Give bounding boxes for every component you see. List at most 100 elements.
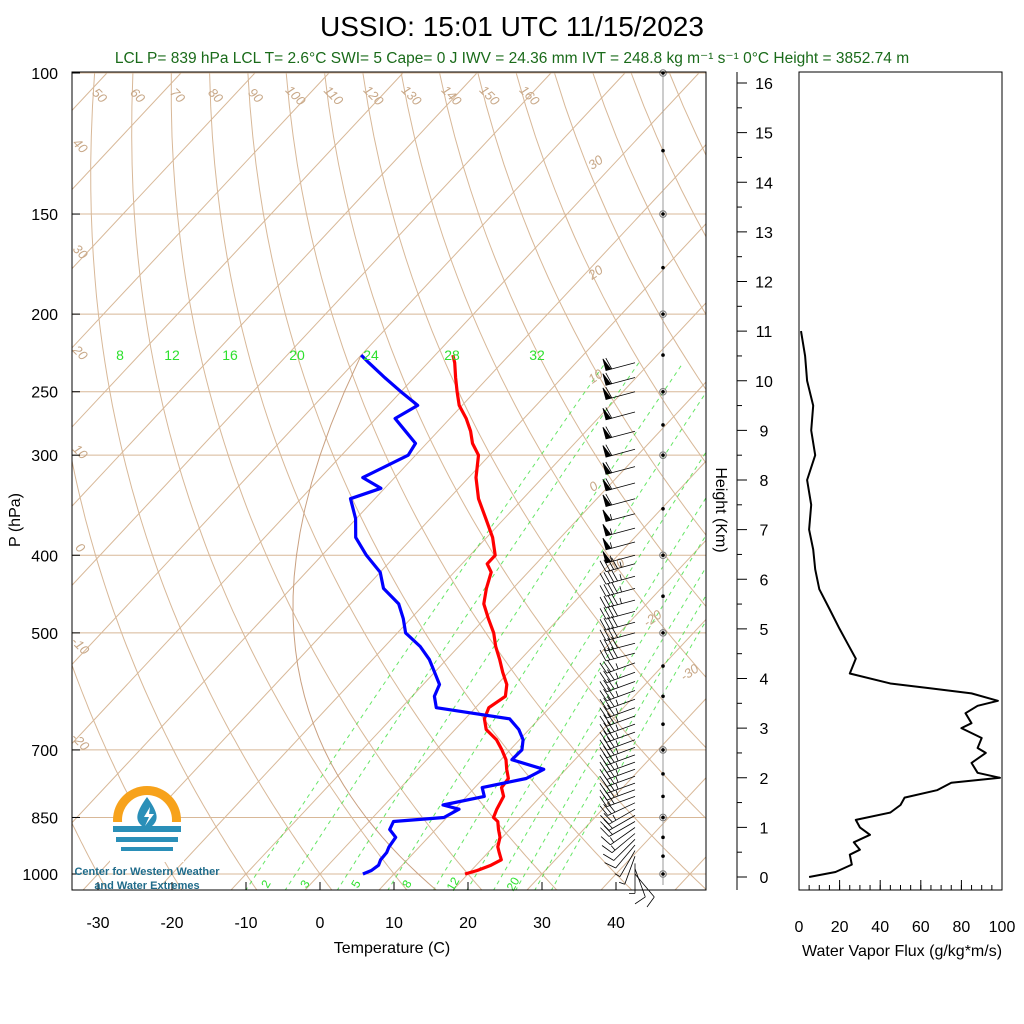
isotherm-line	[748, 73, 1024, 891]
calm-circle	[659, 629, 667, 637]
mixing-ratio-label: 5	[348, 877, 364, 890]
wind-barb	[602, 426, 636, 440]
dry-adiabat-line	[285, 72, 706, 890]
isotherm-label: 70	[167, 85, 188, 106]
wind-barb	[599, 646, 636, 662]
dry-adiabat-line	[477, 72, 706, 536]
wind-barb	[602, 509, 636, 522]
mixing-ratio-line	[493, 534, 706, 890]
wind-barb	[599, 744, 636, 759]
wind-barb	[599, 780, 636, 794]
height-tick-label: 4	[760, 672, 769, 689]
height-tick-label: 0	[760, 870, 769, 887]
isotherm-line	[0, 73, 33, 891]
wind-barb	[634, 868, 646, 905]
isotherm-label: 150	[477, 82, 503, 108]
x-tick-label: -30	[86, 915, 109, 932]
flux-profile	[800, 330, 1001, 878]
isotherm-label: 130	[399, 82, 425, 108]
wind-barb	[602, 478, 636, 492]
isotherm-line	[72, 72, 330, 349]
dry-adiabat-line	[708, 73, 1024, 891]
wind-barb	[599, 721, 636, 735]
wind-barb	[599, 793, 636, 807]
isotherm-line	[304, 460, 706, 890]
isotherm-line	[72, 72, 404, 428]
flux-x-tick-label: 40	[871, 919, 889, 936]
chart-subtitle: LCL P= 839 hPa LCL T= 2.6°C SWI= 5 Cape=…	[115, 50, 909, 67]
mixing-ratio-label: 24	[363, 347, 379, 363]
wind-barb	[602, 444, 636, 458]
isotherm-label: 10	[70, 441, 91, 462]
calm-circle	[659, 813, 667, 822]
isotherm-line	[600, 777, 706, 890]
mixing-ratio-line	[245, 362, 606, 890]
mixing-ratio-label: 2	[258, 877, 274, 890]
wind-level-dot	[661, 815, 665, 820]
wind-level-dot	[661, 722, 665, 726]
wind-level-dot	[661, 389, 665, 394]
temperature-profile-line	[451, 354, 510, 876]
dry-adiabat-line	[209, 72, 558, 890]
calm-circle	[659, 451, 667, 459]
height-tick-label: 16	[755, 76, 773, 93]
dry-adiabat-line	[131, 72, 408, 890]
calm-circle	[659, 870, 667, 878]
y-tick-label: 300	[31, 448, 58, 465]
isotherm-label: 60	[127, 85, 148, 106]
logo-line-2: and Water Extremes	[94, 880, 199, 892]
wind-level-dot	[661, 265, 665, 270]
wind-barb	[599, 696, 636, 710]
skew-label: 0	[586, 478, 601, 495]
wind-level-dot	[661, 872, 665, 876]
wind-level-dot	[661, 148, 665, 153]
y-tick-label: 1000	[22, 867, 58, 884]
flux-x-tick-label: 100	[989, 919, 1016, 936]
wind-level-dot	[661, 312, 665, 316]
y-tick-label: 400	[31, 548, 58, 565]
height-tick-label: 12	[755, 275, 773, 292]
dewpoint-profile-line	[348, 353, 546, 876]
dry-adiabat-line	[439, 72, 706, 608]
dry-adiabat-line	[72, 663, 183, 890]
wind-barb	[602, 493, 636, 507]
wind-level-dot	[661, 694, 665, 699]
mixing-ratio-label: 8	[399, 877, 415, 890]
wind-barb	[601, 833, 636, 854]
skew-label: -20	[640, 606, 665, 630]
y-tick-label: 250	[31, 385, 58, 402]
isotherm-label: 0	[72, 540, 88, 556]
mixing-ratio-line	[550, 619, 706, 890]
dry-adiabat-line	[823, 73, 1024, 891]
wind-barb	[599, 751, 636, 766]
wind-level-dot	[661, 506, 665, 511]
wind-barb	[602, 537, 636, 551]
wind-barb	[599, 636, 636, 652]
wind-barb	[600, 821, 636, 837]
mixing-ratio-label: 12	[164, 347, 180, 363]
wind-barb	[604, 844, 636, 869]
wind-level-dot	[661, 772, 665, 776]
wind-barb	[599, 773, 636, 787]
wind-barb	[599, 615, 636, 631]
skew-label: -30	[677, 660, 702, 684]
isotherm-line	[72, 72, 478, 507]
dry-adiabat-line	[630, 72, 706, 238]
dry-adiabat-line	[400, 72, 706, 679]
height-tick-label: 13	[755, 225, 773, 242]
height-tick-label: 6	[760, 572, 769, 589]
isotherm-line	[526, 697, 706, 890]
calm-circle	[659, 387, 667, 396]
wind-level-dot	[661, 835, 665, 840]
height-tick-label: 9	[760, 423, 769, 440]
wind-barb	[602, 407, 636, 421]
mixing-ratio-line	[284, 362, 640, 890]
x-axis-label: Temperature (C)	[334, 940, 450, 957]
y-tick-label: 850	[31, 810, 58, 827]
wind-barb	[599, 582, 636, 597]
height-tick-label: 5	[760, 622, 769, 639]
calm-circle	[659, 551, 667, 560]
dry-adiabat-line	[861, 73, 1024, 891]
wind-barb	[599, 729, 636, 743]
